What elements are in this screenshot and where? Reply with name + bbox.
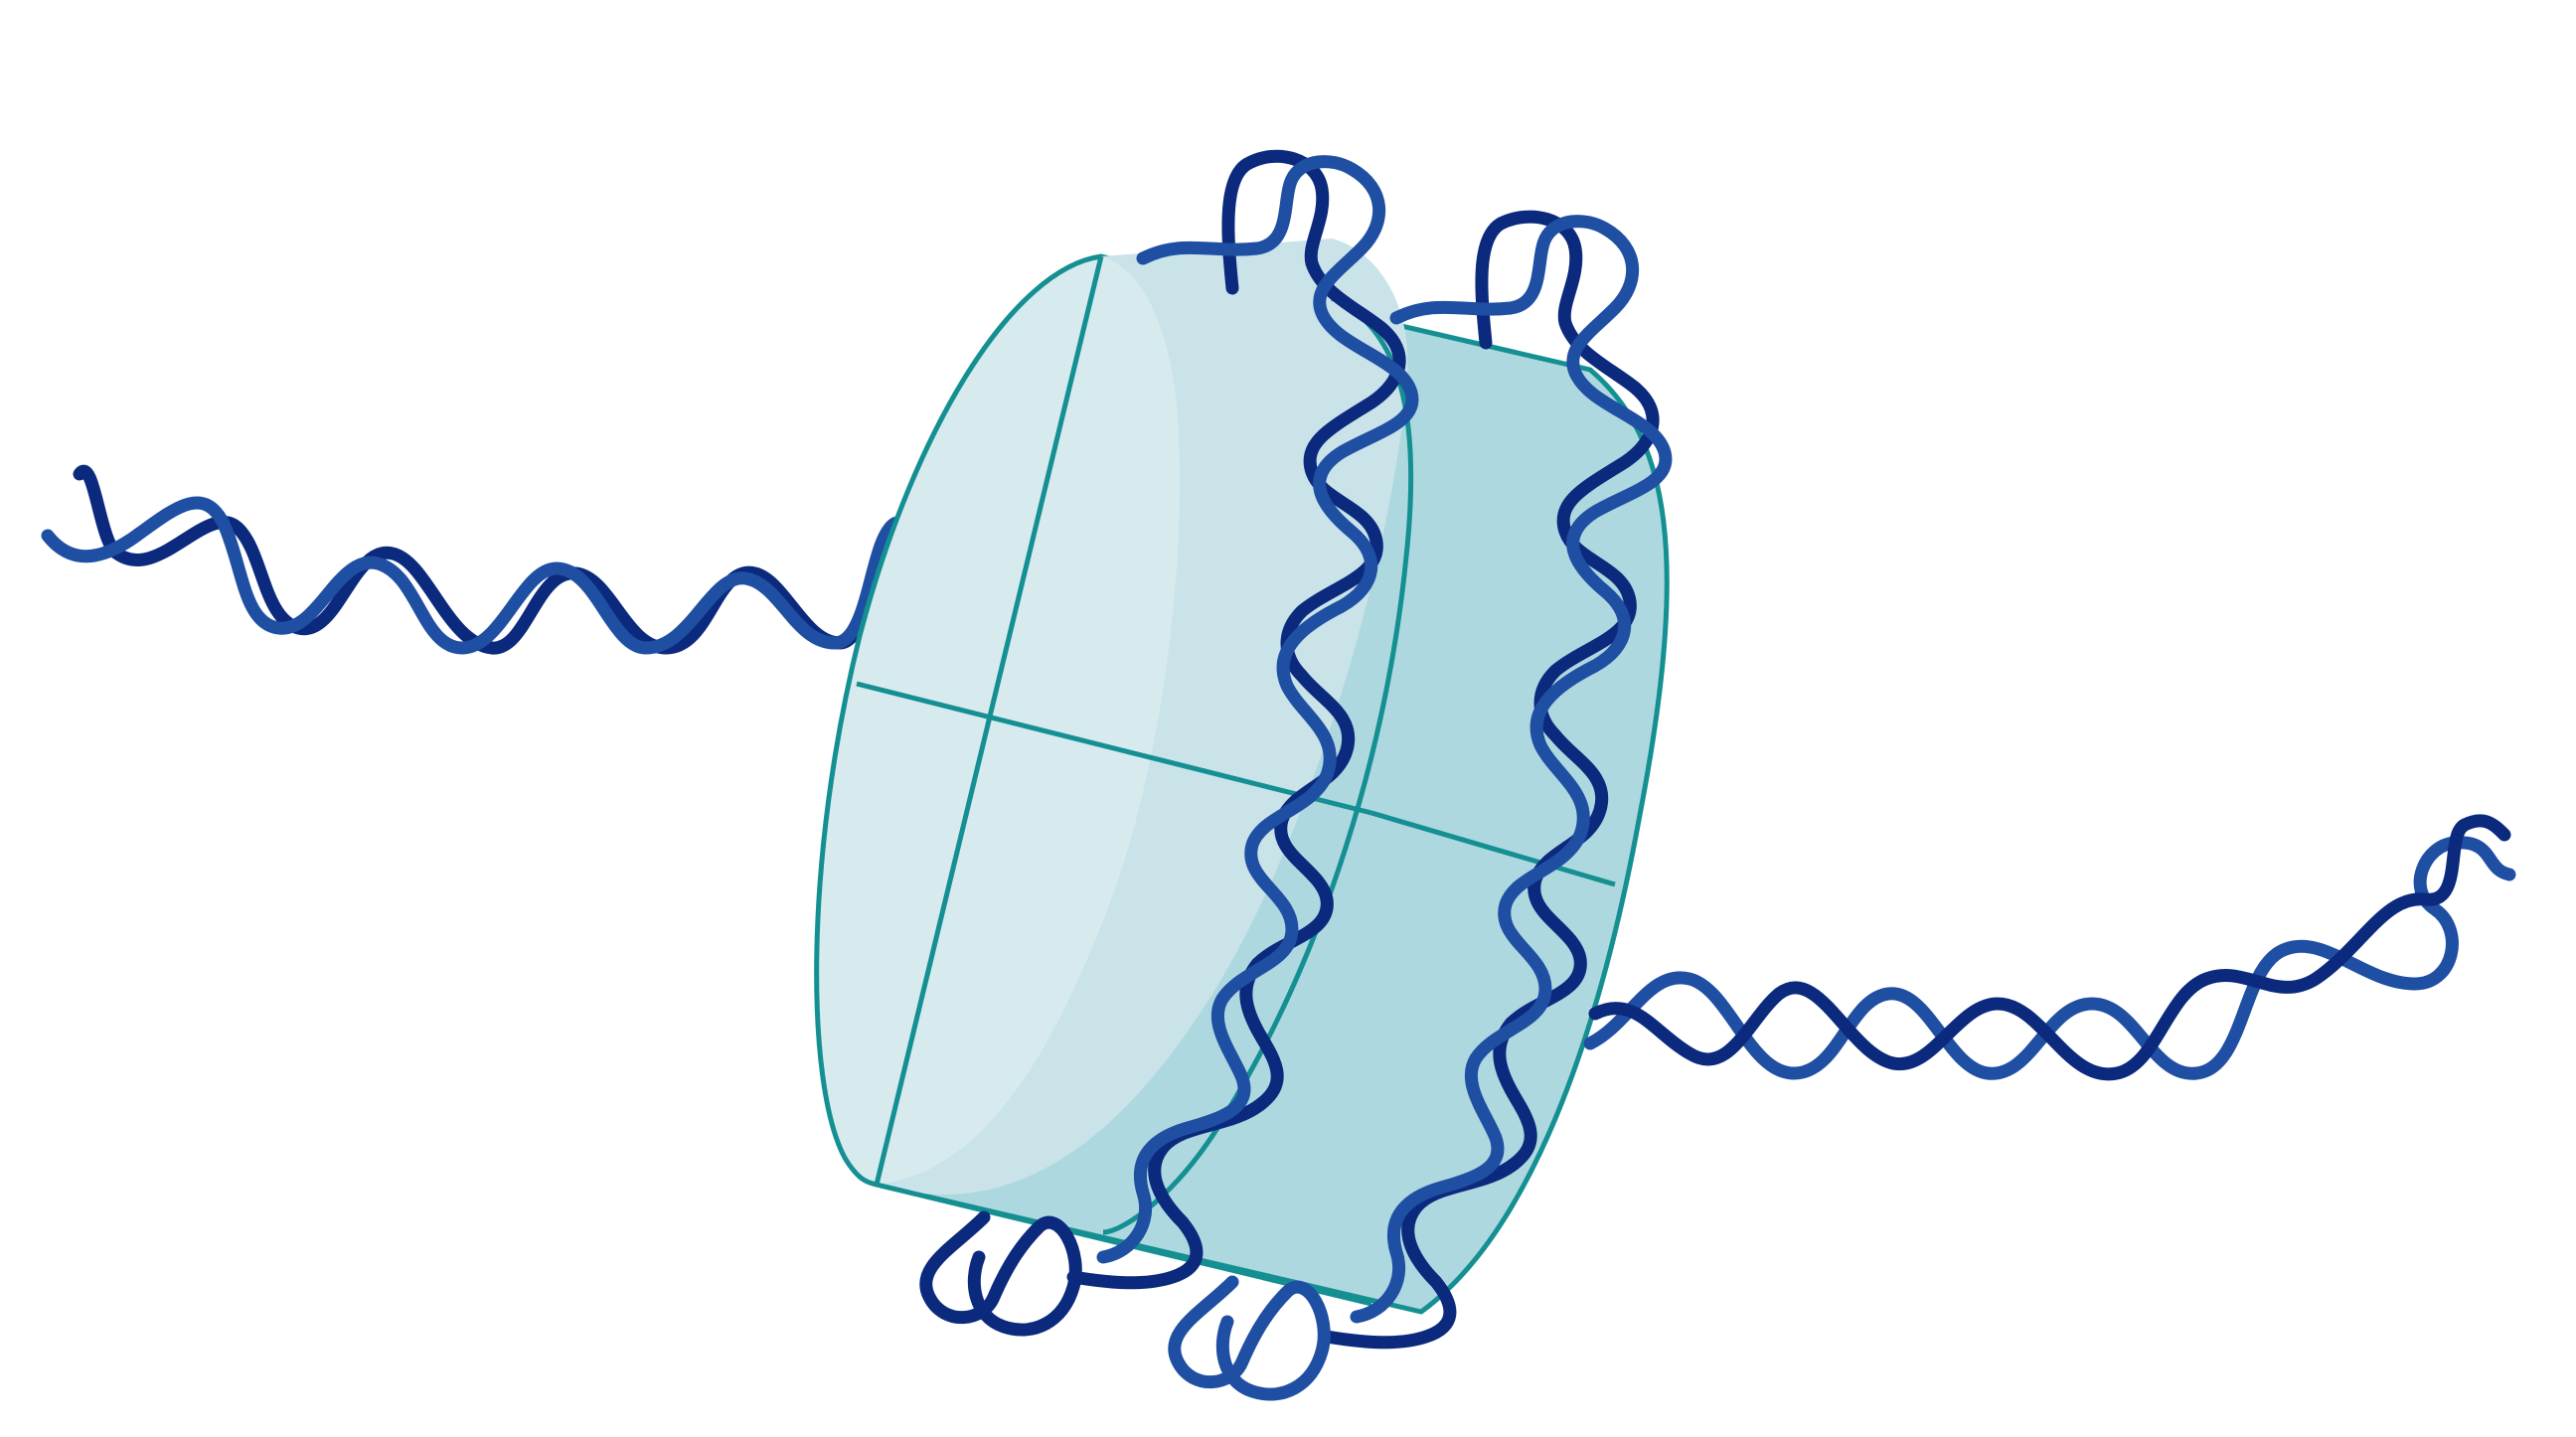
linker-dna-right-strand-b	[1588, 814, 2511, 1081]
histone-core-axis	[1370, 810, 1616, 887]
dna-bottom-loop-1	[919, 1210, 1082, 1337]
histone-core-front-right-edge	[1102, 295, 1414, 1235]
dna-coil-1-strand-b	[1096, 155, 1419, 1264]
histone-core-face-diameter-2	[856, 681, 1372, 816]
dna-double-helix	[919, 149, 1673, 1401]
histone-core-face-diameter-1	[874, 255, 1104, 1186]
histone-core-front-outline	[814, 253, 1102, 1188]
linker-dna-left-strand-b	[41, 496, 961, 655]
histone-core	[814, 239, 1670, 1315]
dna-bottom-loop-2	[1168, 1275, 1331, 1401]
linker-dna-right	[1583, 814, 2516, 1081]
linker-dna-right-strand-a	[1583, 836, 2516, 1080]
dna-coil-2-strand-b	[1350, 215, 1673, 1324]
linker-dna-left	[41, 464, 961, 655]
